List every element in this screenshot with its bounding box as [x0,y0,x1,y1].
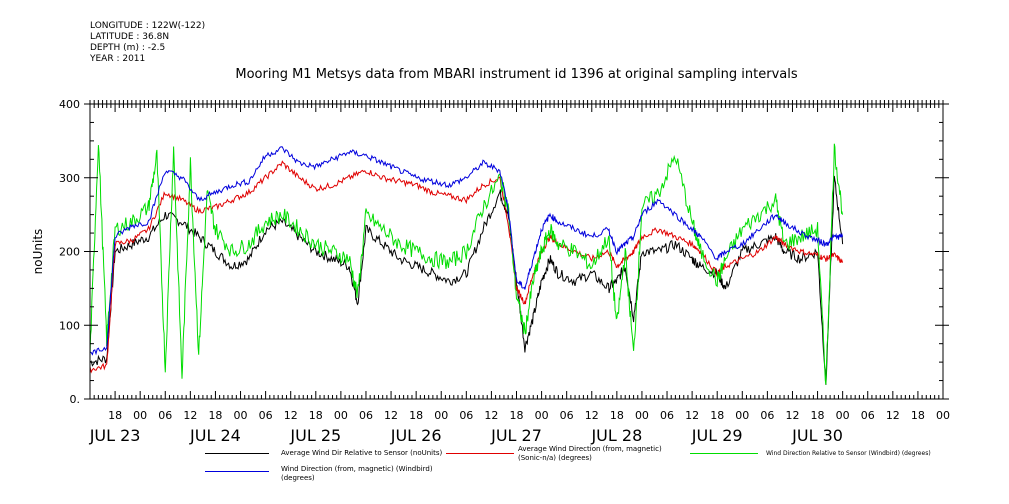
legend-swatch-black [205,453,269,454]
meta-depth: DEPTH (m) : -2.5 [90,43,166,53]
x-tick-label: 18 [510,409,524,422]
x-tick-label: 18 [309,409,323,422]
x-tick-label: 06 [259,409,273,422]
y-axis-label: noUnits [31,229,45,275]
x-day-label: JUL 23 [89,426,141,445]
x-tick-label: 06 [760,409,774,422]
x-tick-label: 18 [911,409,925,422]
legend-label-blue: Wind Direction (from, magnetic) (Windbir… [281,465,441,483]
legend-label-red: Average Wind Direction (from, magnetic) … [518,445,683,463]
x-day-label: JUL 29 [691,426,743,445]
x-tick-label: 18 [409,409,423,422]
x-tick-label: 00 [334,409,348,422]
x-tick-label: 18 [710,409,724,422]
y-tick-label: 200 [59,246,80,259]
x-tick-label: 18 [208,409,222,422]
x-tick-label: 00 [133,409,147,422]
x-tick-label: 06 [560,409,574,422]
x-tick-label: 12 [484,409,498,422]
x-tick-label: 00 [836,409,850,422]
y-tick-label: 400 [59,98,80,111]
x-tick-label: 00 [635,409,649,422]
x-tick-label: 18 [610,409,624,422]
y-tick-label: 0. [70,393,81,406]
x-tick-label: 00 [434,409,448,422]
x-tick-label: 00 [535,409,549,422]
x-day-label: JUL 30 [791,426,843,445]
x-tick-label: 06 [359,409,373,422]
legend-label-red-text: Average Wind Direction (from, magnetic) … [518,445,662,462]
legend-label-green: Wind Direction Relative to Sensor (Windb… [766,450,931,457]
legend-swatch-red [446,453,514,454]
x-tick-label: 06 [158,409,172,422]
series-line-3 [89,146,844,356]
x-day-label: JUL 24 [189,426,241,445]
meta-longitude: LONGITUDE : 122W(-122) [90,21,206,31]
x-tick-label: 18 [811,409,825,422]
x-tick-label: 12 [384,409,398,422]
legend-swatch-green [690,453,758,454]
x-tick-label: 06 [861,409,875,422]
x-tick-label: 12 [685,409,699,422]
x-tick-label: 12 [183,409,197,422]
x-day-label: JUL 25 [289,426,341,445]
series-line-1 [89,160,844,374]
meta-latitude: LATITUDE : 36.8N [90,32,170,42]
x-day-label: JUL 28 [590,426,642,445]
meta-year: YEAR : 2011 [90,54,146,64]
x-day-label: JUL 27 [490,426,542,445]
x-tick-label: 00 [735,409,749,422]
legend-label-blue-text: Wind Direction (from, magnetic) (Windbir… [281,465,433,482]
x-tick-label: 00 [936,409,950,422]
x-tick-label: 18 [108,409,122,422]
y-tick-label: 100 [59,319,80,332]
y-tick-label: 300 [59,172,80,185]
chart-title: Mooring M1 Metsys data from MBARI instru… [235,67,798,82]
series-line-2 [89,143,844,385]
legend-label-black: Average Wind Dir Relative to Sensor (noU… [281,449,443,457]
metadata-block: LONGITUDE : 122W(-122) LATITUDE : 36.8N … [90,21,205,65]
legend-swatch-blue [205,471,269,472]
x-tick-label: 12 [886,409,900,422]
x-tick-label: 12 [585,409,599,422]
x-tick-label: 06 [459,409,473,422]
x-tick-label: 12 [284,409,298,422]
x-tick-label: 06 [660,409,674,422]
x-tick-label: 00 [234,409,248,422]
x-day-label: JUL 26 [390,426,442,445]
x-tick-label: 12 [785,409,799,422]
